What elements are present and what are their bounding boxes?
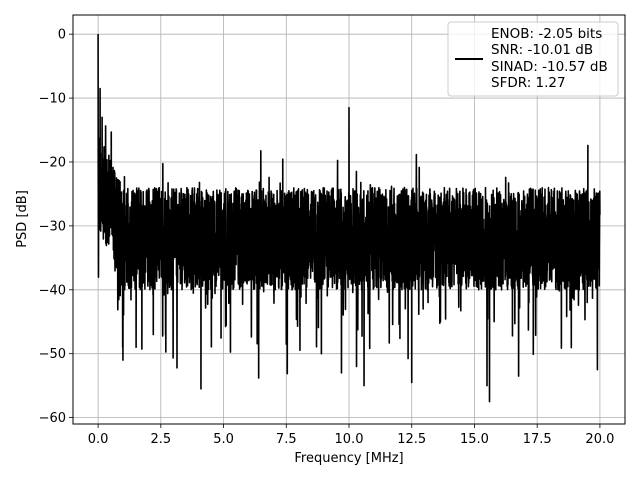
psd-series-line — [97, 34, 601, 403]
x-tick-label: 5.0 — [213, 432, 234, 447]
y-tick-label: −20 — [39, 155, 66, 170]
y-tick-label: 0 — [58, 28, 66, 43]
x-tick-label: 20.0 — [585, 432, 614, 447]
y-tick-label: −40 — [39, 283, 66, 298]
legend-entry-snr: SNR: -10.01 dB — [491, 42, 593, 58]
y-tick-label: −50 — [39, 347, 66, 362]
y-tick-label: −60 — [39, 411, 66, 426]
legend-entry-sfdr: SFDR: 1.27 — [491, 75, 566, 91]
x-tick-label: 15.0 — [460, 432, 489, 447]
legend-entry-enob: ENOB: -2.05 bits — [491, 26, 602, 42]
ticks-layer: 0.0 2.5 5.0 7.5 10.0 12.5 15.0 17.5 20.0 0 −10 −20 −… — [39, 28, 615, 447]
x-tick-label: 17.5 — [523, 432, 552, 447]
x-axis-label: Frequency [MHz] — [294, 451, 403, 466]
y-axis-label: PSD [dB] — [15, 190, 30, 248]
x-tick-label: 0.0 — [88, 432, 109, 447]
legend-entry-sinad: SINAD: -10.57 dB — [491, 59, 608, 75]
x-tick-label: 12.5 — [397, 432, 426, 447]
series-layer — [97, 34, 601, 403]
x-tick-label: 10.0 — [335, 432, 364, 447]
x-tick-label: 7.5 — [276, 432, 297, 447]
y-tick-label: −10 — [39, 92, 66, 107]
legend: ENOB: -2.05 bits SNR: -10.01 dB SINAD: -… — [447, 21, 619, 97]
y-tick-label: −30 — [39, 219, 66, 234]
legend-box — [447, 21, 619, 97]
x-tick-label: 2.5 — [150, 432, 171, 447]
